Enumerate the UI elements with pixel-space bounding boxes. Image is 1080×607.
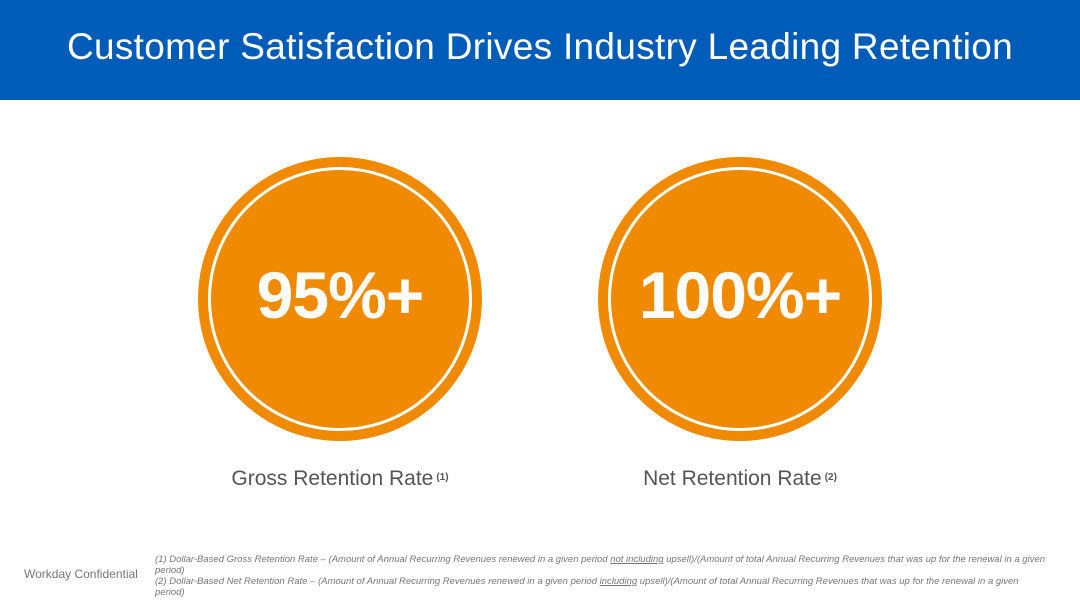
slide-title: Customer Satisfaction Drives Industry Le…	[66, 26, 1014, 67]
title-banner: Customer Satisfaction Drives Industry Le…	[0, 0, 1080, 100]
confidential-label: Workday Confidential	[24, 567, 138, 581]
gross-retention-badge: 95%+	[198, 157, 482, 441]
footnote-ref-1: (1)	[436, 472, 449, 483]
footnote-1: (1) Dollar-Based Gross Retention Rate – …	[155, 554, 1046, 576]
footnote-2: (2) Dollar-Based Net Retention Rate – (A…	[155, 576, 1019, 598]
badge-ring	[608, 167, 872, 431]
net-retention-value: 100%+	[638, 258, 842, 332]
footnote-1-emphasis: not including	[610, 554, 664, 565]
badge-ring	[208, 167, 472, 431]
footnote-ref-2: (2)	[824, 472, 837, 483]
footnotes: (1) Dollar-Based Gross Retention Rate – …	[155, 554, 1045, 598]
net-retention-badge: 100%+	[598, 157, 882, 441]
gross-retention-label-text: Gross Retention Rate	[231, 467, 434, 490]
gross-retention-value: 95%+	[256, 258, 425, 332]
footnote-2-emphasis: including	[599, 576, 638, 587]
net-retention-label: Net Retention Rate (2)	[540, 467, 940, 491]
net-retention-label-text: Net Retention Rate	[643, 467, 822, 490]
gross-retention-label: Gross Retention Rate (1)	[140, 467, 540, 491]
